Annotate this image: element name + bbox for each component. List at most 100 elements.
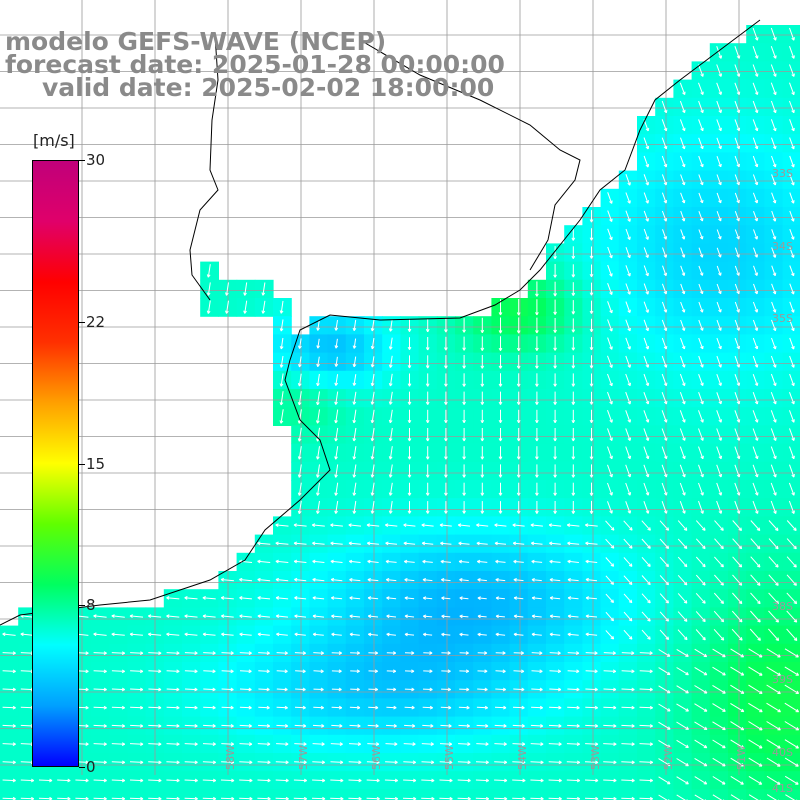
wind-arrow <box>275 614 289 619</box>
wind-arrow <box>459 632 469 637</box>
wind-arrow <box>712 739 726 749</box>
wind-arrow <box>316 464 320 478</box>
wind-arrow <box>716 119 722 132</box>
wind-arrow <box>625 265 631 277</box>
wind-arrow <box>625 410 631 423</box>
wind-arrow <box>421 541 434 546</box>
wind-arrow <box>261 300 266 314</box>
wind-arrow <box>625 247 631 259</box>
wind-arrow <box>585 742 599 746</box>
wind-arrow <box>680 210 686 222</box>
wind-arrow <box>695 611 706 623</box>
wind-arrow <box>589 409 594 424</box>
wind-arrow <box>462 391 466 405</box>
wind-arrow <box>404 559 415 564</box>
wind-arrow <box>444 464 448 478</box>
wind-arrow <box>439 778 453 783</box>
wind-arrow <box>316 320 320 331</box>
wind-arrow <box>661 174 668 186</box>
wind-arrow <box>297 500 302 515</box>
wind-arrow <box>297 391 302 406</box>
wind-speed-cell <box>691 789 711 800</box>
wind-arrow <box>385 523 398 528</box>
wind-arrow <box>677 574 688 586</box>
wind-arrow <box>712 776 726 785</box>
wind-arrow <box>734 155 740 168</box>
wind-arrow <box>789 82 795 96</box>
wind-arrow <box>731 610 743 623</box>
wind-arrow <box>698 464 704 478</box>
wind-arrow <box>2 632 16 637</box>
wind-arrow <box>625 501 632 514</box>
wind-arrow <box>752 446 759 460</box>
wind-arrow <box>571 300 576 315</box>
wind-arrow <box>367 541 379 546</box>
wind-arrow <box>441 596 451 601</box>
wind-arrow <box>748 702 763 713</box>
wind-arrow <box>477 559 488 564</box>
wind-arrow <box>312 559 325 564</box>
wind-arrow <box>2 778 16 783</box>
wind-arrow <box>370 391 375 405</box>
wind-arrow <box>625 210 631 222</box>
wind-arrow <box>553 428 557 442</box>
wind-arrow <box>716 137 722 150</box>
wind-arrow <box>129 632 143 637</box>
wind-arrow <box>770 392 777 405</box>
wind-arrow <box>623 629 633 640</box>
colorbar-tick-label: 8 <box>86 596 96 614</box>
wind-arrow <box>661 501 668 514</box>
wind-arrow <box>294 632 306 637</box>
wind-arrow <box>605 575 614 585</box>
wind-arrow <box>535 501 539 514</box>
wind-arrow <box>698 410 704 423</box>
wind-arrow <box>679 482 686 496</box>
wind-arrow <box>111 687 125 692</box>
wind-arrow <box>730 775 744 785</box>
wind-arrow <box>734 46 741 59</box>
wind-arrow <box>495 596 505 600</box>
wind-arrow <box>313 705 324 710</box>
wind-arrow <box>585 705 598 710</box>
wind-arrow <box>444 501 448 514</box>
wind-arrow <box>589 264 594 278</box>
wind-arrow <box>698 174 704 186</box>
wind-arrow <box>753 265 758 276</box>
wind-arrow <box>422 596 433 600</box>
wind-arrow <box>571 482 576 496</box>
wind-arrow <box>206 282 211 296</box>
wind-arrow <box>698 283 704 295</box>
wind-arrow <box>495 578 506 582</box>
wind-arrow <box>734 64 741 77</box>
wind-speed-cell <box>400 789 420 800</box>
wind-arrow <box>459 687 470 692</box>
wind-arrow <box>494 523 507 528</box>
wind-arrow <box>766 794 779 800</box>
wind-arrow <box>752 155 759 168</box>
wind-arrow <box>571 391 576 405</box>
wind-arrow <box>698 247 704 258</box>
wind-arrow <box>734 337 740 350</box>
wind-arrow <box>352 356 357 368</box>
wind-arrow <box>93 669 107 674</box>
colorbar-tick-mark <box>79 464 85 465</box>
wind-arrow <box>388 373 393 387</box>
wind-arrow <box>734 319 740 331</box>
wind-arrow <box>257 559 271 564</box>
wind-arrow <box>716 337 722 350</box>
wind-arrow <box>239 577 253 582</box>
wind-arrow <box>184 687 198 692</box>
wind-arrow <box>370 356 375 368</box>
wind-arrow <box>148 614 162 618</box>
wind-arrow <box>641 593 651 604</box>
wind-arrow <box>388 482 393 496</box>
wind-arrow <box>184 596 198 600</box>
wind-arrow <box>621 651 635 655</box>
wind-speed-cell <box>418 789 438 800</box>
wind-arrow <box>93 724 107 728</box>
wind-arrow <box>93 651 107 655</box>
wind-arrow <box>535 373 539 387</box>
wind-arrow <box>549 669 561 674</box>
wind-arrow <box>643 155 650 168</box>
wind-arrow <box>784 702 800 713</box>
